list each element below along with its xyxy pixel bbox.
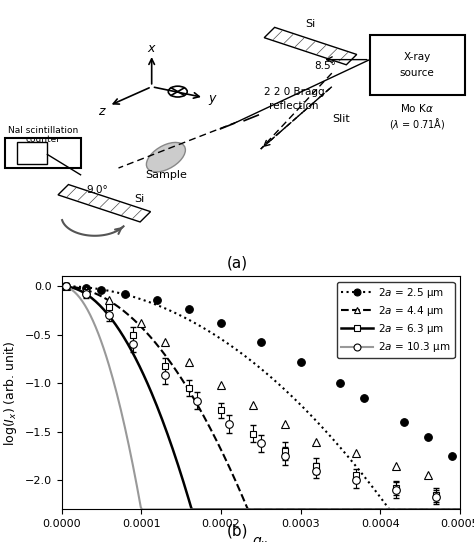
Text: 2 2 0 Bragg: 2 2 0 Bragg	[264, 87, 324, 97]
Bar	[5, 138, 81, 168]
Bar	[17, 142, 47, 164]
Text: (a): (a)	[227, 255, 247, 270]
Text: $y$: $y$	[209, 93, 218, 107]
Text: reflection: reflection	[269, 101, 319, 111]
Text: (b): (b)	[226, 524, 248, 539]
Text: Si: Si	[305, 20, 316, 29]
Bar	[370, 35, 465, 95]
Text: $x$: $x$	[147, 42, 156, 55]
Bar	[58, 184, 151, 222]
Text: counter: counter	[25, 135, 60, 144]
Text: $z$: $z$	[98, 105, 106, 118]
Text: source: source	[400, 68, 435, 78]
Text: ($\lambda$ = 0.71Å): ($\lambda$ = 0.71Å)	[389, 116, 446, 131]
Text: X-ray: X-ray	[403, 52, 431, 62]
Text: Mo K$\alpha$: Mo K$\alpha$	[400, 102, 434, 114]
Bar	[264, 27, 357, 65]
Text: NaI scintillation: NaI scintillation	[8, 126, 78, 134]
Text: 8.5°: 8.5°	[314, 61, 336, 72]
Text: Si: Si	[135, 194, 145, 204]
Ellipse shape	[146, 143, 185, 172]
Y-axis label: log($I_x$) (arb. unit): log($I_x$) (arb. unit)	[2, 340, 19, 446]
X-axis label: $q_x$: $q_x$	[252, 535, 269, 542]
Text: 9.0°: 9.0°	[86, 185, 108, 195]
Text: Sample: Sample	[145, 170, 187, 180]
Legend: $2a$ = 2.5 μm, $2a$ = 4.4 μm, $2a$ = 6.3 μm, $2a$ = 10.3 μm: $2a$ = 2.5 μm, $2a$ = 4.4 μm, $2a$ = 6.3…	[337, 282, 455, 358]
Text: Slit: Slit	[332, 114, 350, 124]
